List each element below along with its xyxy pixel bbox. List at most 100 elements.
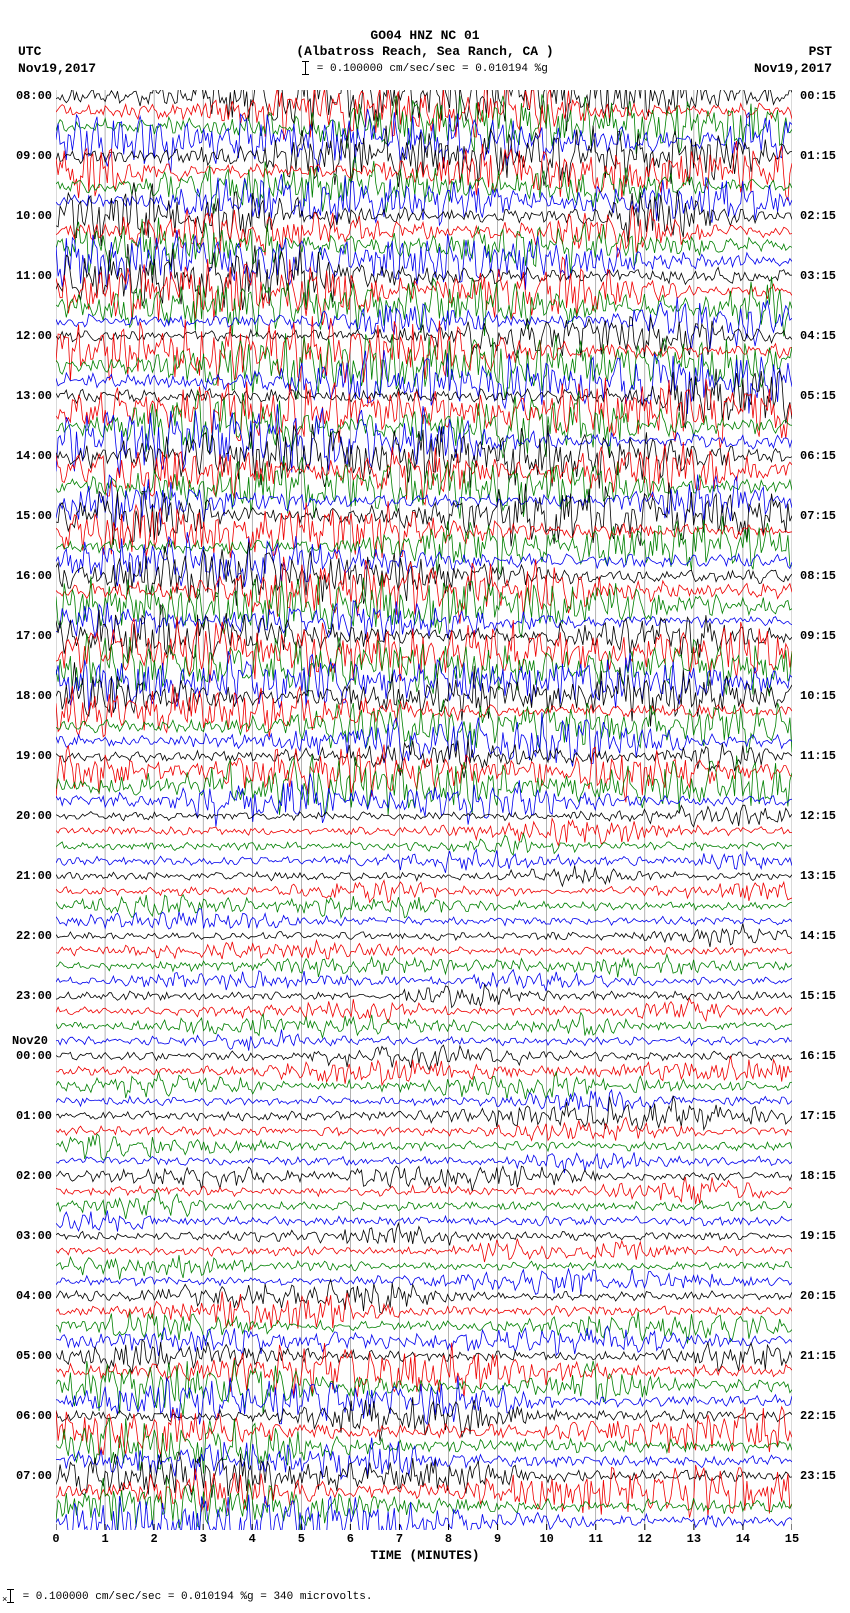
pst-hour: 05:15 <box>800 389 850 403</box>
pst-hour: 08:15 <box>800 569 850 583</box>
trace <box>56 230 792 290</box>
utc-corner: UTC Nov19,2017 <box>18 44 96 78</box>
utc-hour: 08:00 <box>0 89 52 103</box>
pst-hour: 07:15 <box>800 509 850 523</box>
trace <box>56 575 792 638</box>
utc-hour: 14:00 <box>0 449 52 463</box>
trace <box>56 277 792 338</box>
trace <box>56 1134 792 1160</box>
trace <box>56 739 792 778</box>
trace <box>56 557 792 624</box>
pst-hour: 15:15 <box>800 989 850 1003</box>
x-tick: 12 <box>638 1532 652 1546</box>
pst-hour: 11:15 <box>800 749 850 763</box>
trace <box>56 516 792 575</box>
pst-hour: 13:15 <box>800 869 850 883</box>
x-tick: 13 <box>687 1532 701 1546</box>
trace <box>56 955 792 978</box>
x-tick: 11 <box>589 1532 603 1546</box>
trace <box>56 940 792 959</box>
pst-hour: 01:15 <box>800 149 850 163</box>
trace <box>56 1072 792 1099</box>
trace <box>56 985 792 1008</box>
trace <box>56 90 792 131</box>
x-tick: 8 <box>445 1532 452 1546</box>
utc-hour: 03:00 <box>0 1229 52 1243</box>
trace <box>56 908 792 929</box>
utc-hour: 04:00 <box>0 1289 52 1303</box>
trace <box>56 866 792 887</box>
footer-scale: × = 0.100000 cm/sec/sec = 0.010194 %g = … <box>6 1589 372 1603</box>
utc-hour: 11:00 <box>0 269 52 283</box>
utc-hour: 07:00 <box>0 1469 52 1483</box>
station-title: GO04 HNZ NC 01 <box>0 28 850 44</box>
pst-hour: 12:15 <box>800 809 850 823</box>
pst-corner: PST Nov19,2017 <box>754 44 832 78</box>
trace <box>56 1210 792 1231</box>
trace <box>56 1495 792 1530</box>
trace <box>56 998 792 1022</box>
pst-hour: 06:15 <box>800 449 850 463</box>
scale-bar-icon <box>302 61 310 75</box>
utc-date: Nov19,2017 <box>18 61 96 78</box>
pst-label: PST <box>754 44 832 61</box>
trace <box>56 880 792 902</box>
trace <box>56 819 792 846</box>
trace <box>56 1190 792 1219</box>
trace <box>56 1292 792 1330</box>
trace <box>56 1045 792 1070</box>
utc-label: UTC <box>18 44 96 61</box>
utc-hour: 20:00 <box>0 809 52 823</box>
pst-hour: 20:15 <box>800 1289 850 1303</box>
x-tick: 3 <box>200 1532 207 1546</box>
trace <box>56 895 792 918</box>
scale-bar-icon: × <box>6 1589 16 1603</box>
utc-hour: 22:00 <box>0 929 52 943</box>
utc-hour: 01:00 <box>0 1109 52 1123</box>
trace <box>56 501 792 559</box>
pst-hour: 04:15 <box>800 329 850 343</box>
utc-hour: 06:00 <box>0 1409 52 1423</box>
title-block: GO04 HNZ NC 01 (Albatross Reach, Sea Ran… <box>0 28 850 76</box>
x-tick: 4 <box>249 1532 256 1546</box>
x-tick: 15 <box>785 1532 799 1546</box>
pst-hour: 14:15 <box>800 929 850 943</box>
pst-hour: 00:15 <box>800 89 850 103</box>
pst-hour: 23:15 <box>800 1469 850 1483</box>
trace <box>56 1013 792 1038</box>
utc-hour: 18:00 <box>0 689 52 703</box>
utc-hour: 10:00 <box>0 209 52 223</box>
pst-hour: 16:15 <box>800 1049 850 1063</box>
utc-hour: 17:00 <box>0 629 52 643</box>
x-tick: 1 <box>101 1532 108 1546</box>
trace <box>56 1223 792 1245</box>
trace <box>56 1056 792 1085</box>
pst-hour: 19:15 <box>800 1229 850 1243</box>
x-tick: 0 <box>52 1532 59 1546</box>
pst-hour: 02:15 <box>800 209 850 223</box>
trace <box>56 542 792 605</box>
pst-hour-labels: 00:1501:1502:1503:1504:1505:1506:1507:15… <box>796 90 850 1530</box>
utc-hour: 09:00 <box>0 149 52 163</box>
trace <box>56 1166 792 1191</box>
pst-hour: 21:15 <box>800 1349 850 1363</box>
trace <box>56 1255 792 1279</box>
x-tick: 10 <box>539 1532 553 1546</box>
utc-hour: 15:00 <box>0 509 52 523</box>
utc-hour-labels: 08:0009:0010:0011:0012:0013:0014:0015:00… <box>0 90 54 1530</box>
trace <box>56 1029 792 1050</box>
utc-hour: 02:00 <box>0 1169 52 1183</box>
pst-hour: 22:15 <box>800 1409 850 1423</box>
pst-hour: 09:15 <box>800 629 850 643</box>
scale-text: = 0.100000 cm/sec/sec = 0.010194 %g <box>0 61 850 77</box>
utc-hour: 13:00 <box>0 389 52 403</box>
x-tick: 5 <box>298 1532 305 1546</box>
trace <box>56 1360 792 1416</box>
pst-hour: 10:15 <box>800 689 850 703</box>
trace <box>56 924 792 948</box>
utc-hour: 16:00 <box>0 569 52 583</box>
station-subtitle: (Albatross Reach, Sea Ranch, CA ) <box>0 44 850 60</box>
trace <box>56 1397 792 1441</box>
trace <box>56 1152 792 1173</box>
x-tick: 6 <box>347 1532 354 1546</box>
